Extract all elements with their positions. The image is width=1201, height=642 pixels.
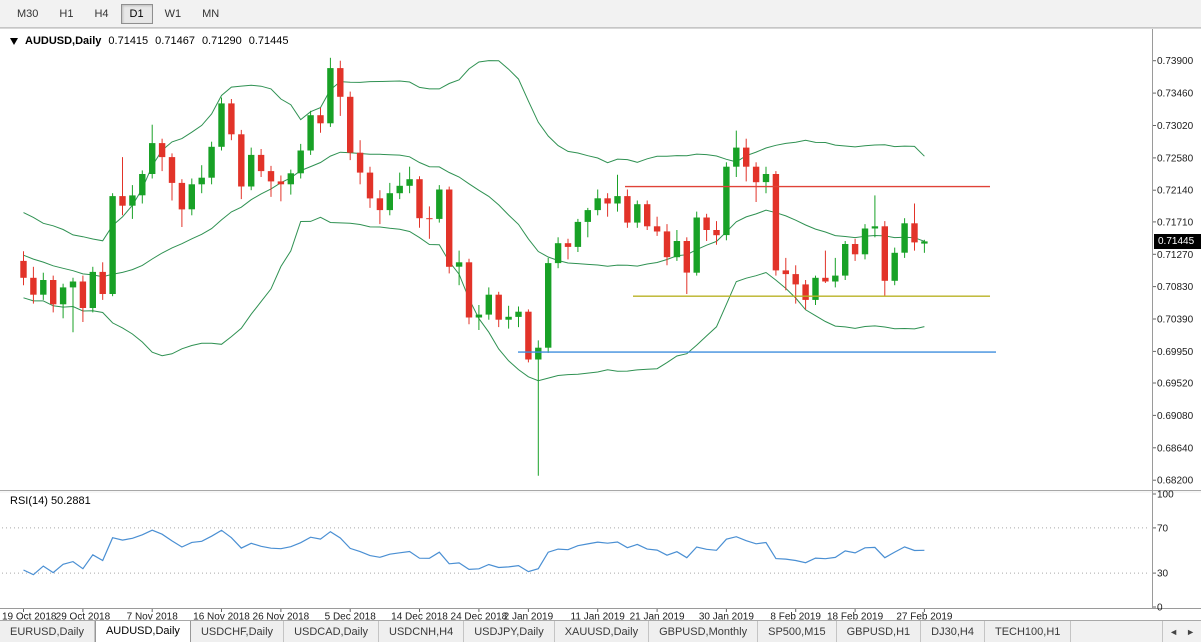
date-tick-label: 19 Oct 2018 — [2, 612, 57, 621]
date-tick-label: 18 Feb 2019 — [827, 612, 884, 621]
timeframe-button-mn[interactable]: MN — [202, 7, 220, 20]
date-tick-label: 16 Nov 2018 — [193, 612, 250, 621]
price-tick-label: 0.69080 — [1157, 411, 1194, 422]
rsi-tick-label: 30 — [1157, 569, 1169, 580]
tab-xauusd-daily[interactable]: XAUUSD,Daily — [554, 621, 650, 642]
tab-gbpusd-monthly[interactable]: GBPUSD,Monthly — [649, 621, 759, 642]
date-tick-label: 14 Dec 2018 — [391, 612, 448, 621]
tab-dj30-h4[interactable]: DJ30,H4 — [921, 621, 985, 642]
chart-canvas[interactable]: 0.73900 0.73460 0.73020 0.72580 0.72140 0.717… — [0, 28, 1201, 620]
tab-scroll-arrows: ◄ ► — [1162, 621, 1201, 642]
date-tick-label: 11 Jan 2019 — [571, 612, 626, 621]
price-tick-label: 0.68200 — [1157, 476, 1194, 487]
timeframe-button-h4[interactable]: H4 — [94, 7, 109, 20]
current-price-badge: 0.71445 — [1154, 233, 1201, 249]
price-tick-label: 0.68640 — [1157, 443, 1194, 454]
rsi-tick-label: 0 — [1157, 603, 1163, 614]
chart-close-value: 0.71445 — [248, 35, 289, 47]
price-tick-label: 0.70390 — [1157, 315, 1194, 326]
timeframe-button-w1[interactable]: W1 — [164, 7, 182, 20]
date-tick-label: 26 Nov 2018 — [253, 612, 310, 621]
chart-tabs-bar: EURUSD,Daily AUDUSD,Daily USDCHF,Daily USDC… — [0, 620, 1201, 642]
date-tick-label: 27 Feb 2019 — [896, 612, 953, 621]
tab-sp500-m15[interactable]: SP500,M15 — [758, 621, 837, 642]
rsi-indicator-label: RSI(14) 50.2881 — [10, 495, 91, 507]
price-tick-label: 0.73020 — [1157, 121, 1194, 132]
tab-tech100-h1[interactable]: TECH100,H1 — [984, 621, 1072, 642]
rsi-tick-label: 70 — [1157, 523, 1169, 534]
tab-usdchf-daily[interactable]: USDCHF,Daily — [190, 621, 285, 642]
tab-audusd-daily[interactable]: AUDUSD,Daily — [94, 621, 191, 642]
rsi-line — [23, 529, 925, 576]
tab-gbpusd-h1[interactable]: GBPUSD,H1 — [836, 621, 922, 642]
tab-usdjpy-daily[interactable]: USDJPY,Daily — [464, 621, 555, 642]
chart-open-value: 0.71415 — [108, 35, 149, 47]
date-tick-label: 30 Jan 2019 — [699, 612, 754, 621]
price-tick-label: 0.73460 — [1157, 89, 1194, 100]
chart-title: AUDUSD,Daily 0.71415 0.71467 0.71290 0.7… — [10, 35, 288, 47]
date-tick-label: 21 Jan 2019 — [630, 612, 685, 621]
price-tick-label: 0.69520 — [1157, 379, 1194, 390]
rsi-current-value: 50.2881 — [50, 495, 91, 507]
date-tick-label: 29 Oct 2018 — [56, 612, 111, 621]
price-tick-label: 0.71270 — [1157, 250, 1194, 261]
chart-menu-icon — [10, 37, 18, 45]
rsi-tick-label: 100 — [1157, 490, 1174, 501]
price-tick-label: 0.71710 — [1157, 217, 1194, 228]
tabs-scroll-left-button[interactable]: ◄ — [1169, 626, 1179, 637]
price-tick-label: 0.69950 — [1157, 347, 1194, 358]
price-tick-label: 0.72580 — [1157, 153, 1194, 164]
price-tick-label: 0.70830 — [1157, 282, 1194, 293]
rsi-name: RSI(14) — [10, 495, 48, 507]
tab-usdcad-daily[interactable]: USDCAD,Daily — [284, 621, 380, 642]
candlesticks — [20, 57, 928, 476]
tab-usdcnh-h4[interactable]: USDCNH,H4 — [379, 621, 465, 642]
date-tick-label: 2 Jan 2019 — [504, 612, 554, 621]
timeframe-button-h1[interactable]: H1 — [59, 7, 74, 20]
timeframe-toolbar: M30 H1 H4 D1 W1 MN — [0, 0, 1201, 28]
date-tick-label: 24 Dec 2018 — [451, 612, 508, 621]
tabs-scroll-right-button[interactable]: ► — [1186, 626, 1195, 637]
date-tick-label: 7 Nov 2018 — [127, 612, 179, 621]
date-tick-label: 5 Dec 2018 — [325, 612, 377, 621]
timeframe-button-d1[interactable]: D1 — [120, 3, 153, 24]
chart-low-value: 0.71290 — [201, 35, 242, 47]
price-tick-label: 0.72140 — [1157, 186, 1194, 197]
price-tick-label: 0.73900 — [1157, 56, 1194, 67]
chart-high-value: 0.71467 — [155, 35, 195, 47]
bollinger-upper-band — [23, 60, 925, 242]
timeframe-button-m30[interactable]: M30 — [17, 7, 39, 20]
bollinger-lower-band — [23, 216, 925, 382]
chart-symbol-label: AUDUSD,Daily — [25, 35, 102, 47]
chart-tabs: EURUSD,Daily AUDUSD,Daily USDCHF,Daily USDC… — [0, 621, 1072, 642]
date-tick-label: 8 Feb 2019 — [770, 612, 821, 621]
bollinger-middle-band — [23, 151, 925, 278]
tab-eurusd-daily[interactable]: EURUSD,Daily — [0, 621, 95, 642]
